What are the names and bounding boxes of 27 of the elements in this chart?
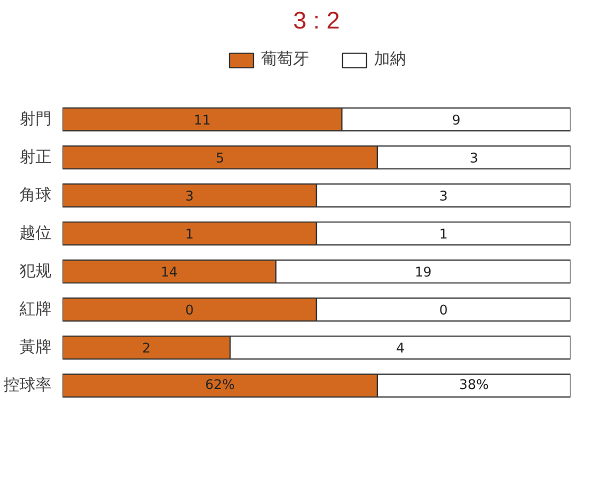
annotation: 38% [459, 378, 489, 394]
annotation: 1 [185, 227, 194, 242]
annotation: 3 [439, 189, 448, 204]
annotation: 11 [194, 113, 211, 128]
y-tick-label: 越位 [20, 224, 52, 242]
annotation: 14 [160, 266, 178, 281]
legend-label: 葡萄牙 [261, 50, 309, 70]
y-tick-label: 黃牌 [20, 338, 52, 356]
annotation: 9 [452, 113, 460, 128]
annotation: 3 [185, 189, 194, 204]
y-tick-label: 射正 [20, 148, 52, 166]
legend-label: 加納 [374, 50, 406, 70]
y-tick-label: 犯规 [20, 263, 52, 280]
annotation: 0 [439, 304, 448, 319]
annotation: 5 [216, 151, 224, 166]
chart-title: 3 : 2 [293, 8, 340, 34]
annotation: 62% [205, 378, 235, 394]
annotation: 2 [142, 342, 151, 357]
annotation: 1 [439, 227, 448, 242]
annotation: 0 [185, 304, 194, 319]
y-tick-label: 控球率 [4, 376, 52, 394]
annotation: 4 [396, 342, 405, 357]
y-tick-label: 角球 [20, 186, 52, 204]
y-tick-label: 射門 [20, 110, 52, 128]
annotation: 19 [414, 266, 432, 281]
annotation: 3 [470, 151, 478, 166]
y-tick-label: 紅牌 [20, 300, 52, 318]
